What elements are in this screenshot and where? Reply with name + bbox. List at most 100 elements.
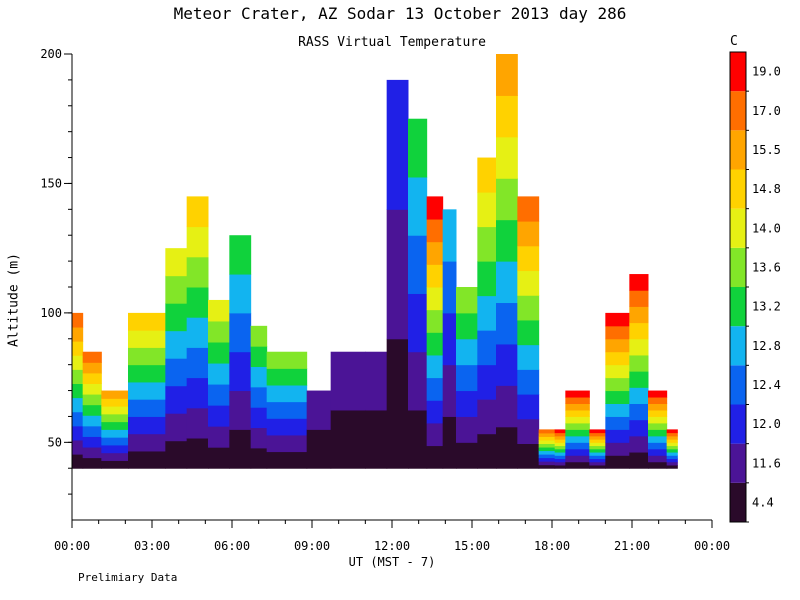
data-cell xyxy=(456,442,478,469)
colorbar-unit: C xyxy=(730,34,738,49)
x-tick-label: 03:00 xyxy=(134,539,170,553)
data-cell xyxy=(128,416,166,435)
colorbar-label: 12.4 xyxy=(752,378,781,392)
data-cell xyxy=(477,399,497,435)
data-cell xyxy=(589,452,606,456)
data-cell xyxy=(666,429,678,434)
data-cell xyxy=(208,405,230,427)
data-cell xyxy=(554,439,566,443)
data-cell xyxy=(648,435,668,443)
data-cell xyxy=(128,381,166,400)
data-cell xyxy=(605,429,630,443)
colorbar-label: 14.8 xyxy=(752,182,781,196)
data-cell xyxy=(629,403,649,421)
data-cell xyxy=(538,429,556,434)
data-cell xyxy=(496,219,518,262)
colorbar-label: 13.2 xyxy=(752,300,781,314)
data-cell xyxy=(250,427,268,449)
data-cell xyxy=(101,437,129,446)
data-cell xyxy=(165,440,188,469)
data-cell xyxy=(101,429,129,438)
data-cell xyxy=(426,196,444,220)
data-cell xyxy=(186,347,209,379)
data-cell xyxy=(266,401,308,419)
data-cell xyxy=(648,409,668,417)
data-cell xyxy=(386,79,409,210)
data-cell xyxy=(517,344,540,370)
data-cell xyxy=(538,436,556,441)
data-cell xyxy=(426,445,444,469)
colorbar-label: 4.4 xyxy=(752,495,774,509)
data-cell xyxy=(229,274,252,314)
data-cell xyxy=(186,287,209,318)
data-cell xyxy=(101,398,129,407)
data-cell xyxy=(477,261,497,297)
data-cell xyxy=(426,241,444,265)
data-cell xyxy=(426,309,444,333)
data-cell xyxy=(128,312,166,331)
data-cell xyxy=(648,416,668,424)
data-cell xyxy=(229,429,252,469)
data-cell xyxy=(538,461,556,466)
data-cell xyxy=(408,118,428,178)
data-cell xyxy=(589,461,606,466)
data-cell xyxy=(250,366,268,388)
data-cell xyxy=(101,452,129,461)
data-cell xyxy=(517,319,540,346)
data-cell xyxy=(605,338,630,353)
data-cell xyxy=(589,458,606,463)
data-cell xyxy=(629,387,649,404)
data-cell xyxy=(538,450,556,455)
data-cell xyxy=(517,369,540,395)
data-cell xyxy=(186,407,209,439)
data-cell xyxy=(648,461,668,469)
data-cell xyxy=(477,192,497,228)
data-cell xyxy=(250,447,268,469)
data-cell xyxy=(554,452,566,456)
chart-title: RASS Virtual Temperature xyxy=(298,35,486,50)
data-cell xyxy=(517,196,540,222)
x-tick-label: 15:00 xyxy=(454,539,490,553)
data-cell xyxy=(629,322,649,340)
data-cell xyxy=(517,245,540,272)
data-cell xyxy=(666,461,678,466)
data-cell xyxy=(266,434,308,453)
data-cell xyxy=(208,320,230,343)
data-cell xyxy=(101,413,129,423)
data-cell xyxy=(82,457,102,469)
data-cell xyxy=(101,444,129,454)
data-cell xyxy=(666,442,678,447)
data-cell xyxy=(82,447,102,459)
data-cell xyxy=(306,429,332,469)
data-cell xyxy=(589,442,606,447)
colorbar-swatch xyxy=(730,208,746,248)
data-cell xyxy=(538,447,556,452)
data-cell xyxy=(72,439,84,455)
data-cell xyxy=(538,443,556,448)
data-cell xyxy=(208,426,230,448)
data-cell xyxy=(589,439,606,443)
data-cell xyxy=(186,196,209,228)
data-cell xyxy=(408,235,428,294)
colorbar-label: 15.5 xyxy=(752,143,781,157)
data-cell xyxy=(306,390,332,430)
data-cell xyxy=(82,436,102,448)
data-cell xyxy=(666,448,678,453)
data-cell xyxy=(386,338,409,469)
data-cell xyxy=(165,385,188,414)
data-cell xyxy=(426,377,444,401)
colorbar-swatch xyxy=(730,169,746,209)
data-cell xyxy=(456,364,478,392)
data-cell xyxy=(629,452,649,469)
data-cell xyxy=(554,445,566,450)
data-cell xyxy=(101,421,129,430)
data-cell xyxy=(266,351,308,369)
data-cell xyxy=(517,418,540,445)
data-cell xyxy=(496,136,518,179)
data-cell xyxy=(229,312,252,353)
data-cell xyxy=(565,435,590,443)
data-cell xyxy=(128,364,166,383)
data-cell xyxy=(165,303,188,332)
data-cell xyxy=(456,287,478,314)
